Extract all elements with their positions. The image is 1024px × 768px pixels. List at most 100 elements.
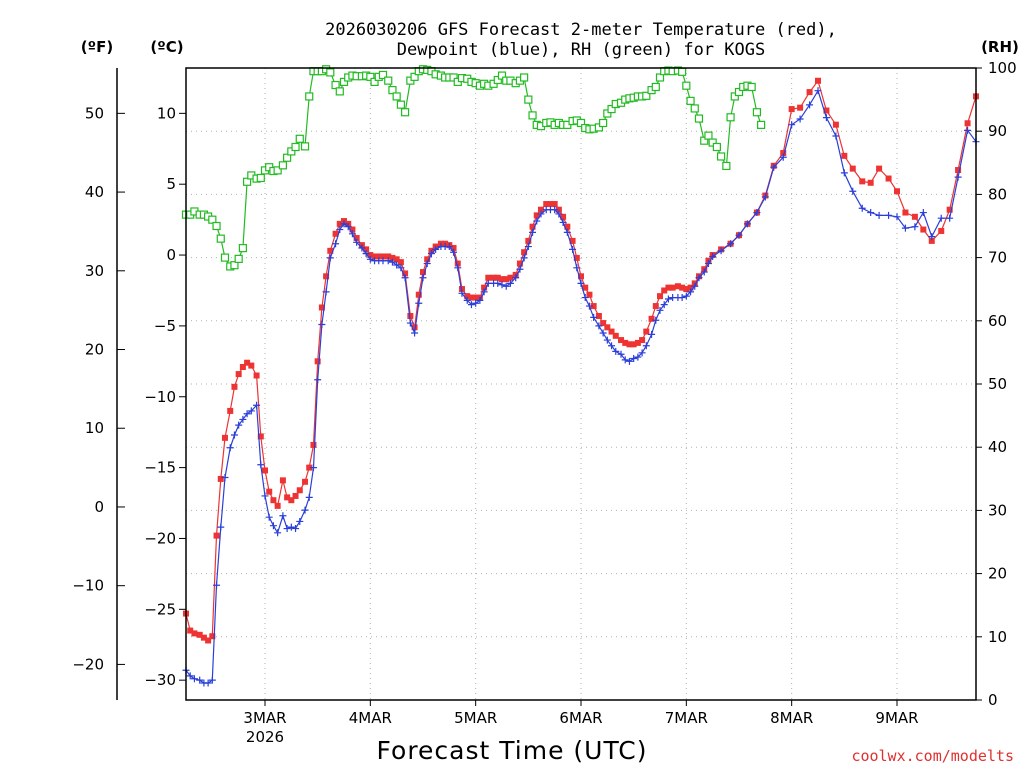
temperature-point — [379, 253, 386, 260]
rh-point — [730, 92, 739, 101]
temperature-point — [665, 284, 672, 291]
celsius-tick-label: −15 — [144, 459, 176, 477]
dewpoint-point — [638, 349, 646, 357]
dewpoint-point — [309, 464, 317, 472]
rh-point — [234, 254, 243, 263]
rh-tick-label: 60 — [988, 312, 1007, 330]
dewpoint-point — [704, 260, 712, 268]
dewpoint-series — [182, 87, 980, 687]
celsius-tick-label: −10 — [144, 388, 176, 406]
dewpoint-point — [322, 288, 330, 296]
temperature-point — [302, 478, 309, 485]
dewpoint-point — [332, 240, 340, 248]
temperature-point — [788, 106, 795, 113]
dewpoint-point — [411, 329, 419, 337]
rh-point — [283, 153, 292, 162]
temperature-point — [533, 212, 540, 219]
temperature-point — [288, 497, 295, 504]
temperature-point — [657, 293, 663, 300]
dewpoint-point — [353, 238, 361, 246]
rh-point — [335, 87, 344, 96]
plot-frame — [185, 67, 977, 701]
fahrenheit-tick-label: 10 — [85, 419, 104, 437]
temperature-point — [213, 532, 220, 539]
temperature-point — [578, 273, 584, 280]
dewpoint-point — [230, 431, 238, 439]
dewpoint-point — [279, 512, 287, 520]
temperature-point — [529, 223, 536, 230]
rh-point — [712, 142, 721, 152]
dewpoint-point — [788, 121, 796, 129]
celsius-axis-unit: (ºC) — [150, 38, 183, 56]
temperature-point — [885, 175, 892, 182]
dewpoint-point — [516, 265, 524, 273]
temperature-point — [595, 312, 602, 319]
x-axis-title: Forecast Time (UTC) — [377, 736, 648, 765]
dewpoint-point — [700, 268, 708, 276]
dewpoint-point — [384, 257, 392, 265]
temperature-point — [494, 274, 501, 281]
dewpoint-point — [678, 294, 686, 302]
time-tick-label: 7MAR — [665, 709, 708, 727]
temperature-point — [411, 324, 418, 331]
temperature-point — [634, 339, 641, 346]
dewpoint-point — [928, 233, 936, 241]
rh-point — [694, 114, 704, 123]
rh-point — [651, 82, 660, 92]
temperature-point — [253, 372, 260, 379]
temperature-point — [310, 441, 317, 448]
chart-title-line2: Dewpoint (blue), RH (green) for KOGS — [397, 40, 765, 60]
temperature-point — [661, 287, 668, 294]
rh-tick-label: 10 — [988, 628, 1007, 646]
temperature-point — [367, 252, 374, 259]
dewpoint-point — [682, 292, 690, 300]
temperature-point — [618, 337, 625, 344]
dewpoint-point — [849, 187, 857, 195]
dewpoint-point — [472, 299, 480, 307]
rh-point — [220, 253, 230, 262]
temperature-point — [780, 150, 787, 157]
temperature-point — [537, 206, 544, 213]
temperature-point — [797, 104, 804, 111]
dewpoint-point — [348, 230, 356, 238]
chart-title-line1: 2026030206 GFS Forecast 2-meter Temperat… — [325, 20, 837, 40]
time-tick-label: 8MAR — [770, 709, 813, 727]
rh-point — [599, 118, 608, 128]
dewpoint-point — [911, 223, 919, 231]
dewpoint-point — [796, 115, 804, 123]
rh-point — [524, 95, 533, 104]
dewpoint-point — [822, 114, 830, 122]
temperature-point — [468, 294, 475, 301]
temperature-point — [674, 283, 681, 290]
temperature-point — [573, 254, 580, 261]
rh-point — [256, 173, 265, 183]
temperature-point — [551, 201, 558, 208]
dewpoint-point — [585, 302, 593, 310]
dewpoint-point — [208, 676, 216, 684]
celsius-tick-label: −20 — [144, 529, 176, 547]
temperature-point — [669, 284, 676, 291]
temperature-point — [920, 226, 927, 233]
dewpoint-point — [529, 228, 537, 236]
dewpoint-point — [239, 415, 247, 423]
rh-point — [370, 77, 379, 87]
temperature-point — [397, 259, 404, 266]
rh-point — [700, 136, 709, 145]
temperature-point — [257, 433, 264, 440]
credit-link[interactable]: coolwx.com/modelts — [851, 747, 1014, 765]
rh-point — [384, 76, 393, 85]
dewpoint-point — [858, 204, 866, 212]
rh-point — [305, 92, 314, 101]
temperature-point — [231, 383, 238, 390]
rh-point — [295, 134, 304, 143]
celsius-tick-label: −5 — [154, 317, 176, 335]
fahrenheit-tick-label: −10 — [72, 577, 104, 595]
temperature-point — [284, 494, 291, 501]
dewpoint-point — [573, 264, 581, 272]
dewpoint-point — [901, 224, 909, 232]
temperature-point — [823, 107, 830, 114]
temperature-point — [569, 237, 576, 244]
rh-point — [655, 73, 665, 82]
dewpoint-point — [954, 173, 962, 181]
